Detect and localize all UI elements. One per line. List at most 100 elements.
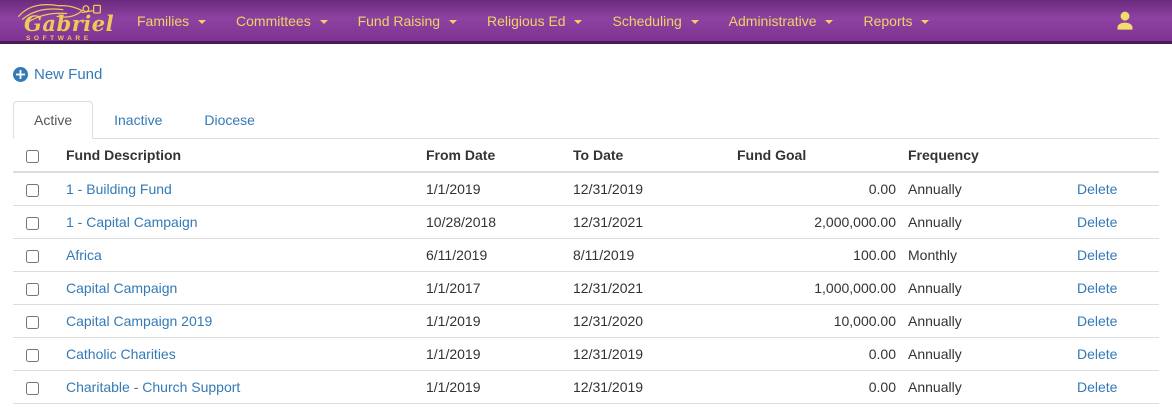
from-date-cell: 1/1/2019 xyxy=(418,304,565,338)
chevron-down-icon xyxy=(825,19,834,24)
to-date-cell: 12/31/2019 xyxy=(565,370,717,404)
fund-goal-cell: 10,000.00 xyxy=(717,304,902,338)
tab-label: Diocese xyxy=(204,112,255,128)
fund-goal-cell: 1,000,000.00 xyxy=(717,271,902,305)
plus-circle-icon xyxy=(13,67,28,82)
nav-menu-item[interactable]: Scheduling xyxy=(597,0,713,43)
row-checkbox[interactable] xyxy=(26,249,39,263)
fund-description-link[interactable]: Capital Campaign xyxy=(66,280,178,296)
nav-menu-item-label: Administrative xyxy=(728,12,817,29)
fund-description-link[interactable]: Charitable - Church Support xyxy=(66,379,241,395)
user-icon xyxy=(1117,11,1133,30)
table-row: Capital Campaign 2019 1/1/2019 12/31/202… xyxy=(13,304,1159,338)
to-date-cell: 12/31/2021 xyxy=(565,205,717,239)
header-frequency: Frequency xyxy=(902,139,1052,173)
nav-menu-item-label: Fund Raising xyxy=(357,12,441,29)
to-date-cell: 12/31/2019 xyxy=(565,172,717,206)
chevron-down-icon xyxy=(448,19,457,24)
row-checkbox[interactable] xyxy=(26,381,39,395)
from-date-cell: 1/1/2019 xyxy=(418,337,565,371)
fund-description-link[interactable]: Catholic Charities xyxy=(66,346,176,362)
frequency-cell: Annually xyxy=(902,370,1052,404)
row-checkbox[interactable] xyxy=(26,216,39,230)
fund-goal-cell: 0.00 xyxy=(717,370,902,404)
brand-subtitle: SOFTWARE xyxy=(26,35,92,42)
header-fund-goal: Fund Goal xyxy=(717,139,902,173)
row-checkbox-cell xyxy=(13,271,53,305)
new-fund-button[interactable]: New Fund xyxy=(13,66,102,83)
header-to-date: To Date xyxy=(565,139,717,173)
from-date-cell: 1/1/2019 xyxy=(418,172,565,206)
row-checkbox[interactable] xyxy=(26,183,39,197)
user-account-button[interactable] xyxy=(1112,0,1138,41)
fund-goal-cell: 0.00 xyxy=(717,337,902,371)
delete-link[interactable]: Delete xyxy=(1077,181,1118,197)
header-fund-description: Fund Description xyxy=(53,139,418,173)
fund-goal-cell: 2,000,000.00 xyxy=(717,205,902,239)
to-date-cell: 12/31/2021 xyxy=(565,271,717,305)
from-date-cell: 10/28/2018 xyxy=(418,205,565,239)
row-checkbox[interactable] xyxy=(26,348,39,362)
angel-icon xyxy=(17,3,101,23)
table-header-row: Fund Description From Date To Date Fund … xyxy=(13,139,1159,173)
table-row: Capital Campaign 1/1/2017 12/31/2021 1,0… xyxy=(13,271,1159,305)
tab[interactable]: Inactive xyxy=(93,101,183,139)
nav-menu-item[interactable]: Administrative xyxy=(714,0,849,43)
row-checkbox-cell xyxy=(13,304,53,338)
frequency-cell: Annually xyxy=(902,304,1052,338)
from-date-cell: 6/11/2019 xyxy=(418,238,565,272)
tab[interactable]: Active xyxy=(13,101,94,139)
fund-description-link[interactable]: 1 - Building Fund xyxy=(66,181,172,197)
nav-menu-item[interactable]: Religious Ed xyxy=(472,0,598,43)
tab[interactable]: Diocese xyxy=(183,101,276,139)
nav-menu-item-label: Committees xyxy=(236,12,311,29)
to-date-cell: 12/31/2019 xyxy=(565,337,717,371)
main-content: New Fund Active Inactive Diocese Fund De… xyxy=(0,44,1172,404)
delete-link[interactable]: Delete xyxy=(1077,346,1118,362)
frequency-cell: Annually xyxy=(902,205,1052,239)
nav-menu: Families Committees Fund Raising Religio… xyxy=(122,0,944,41)
chevron-down-icon xyxy=(198,19,207,24)
row-checkbox-cell xyxy=(13,337,53,371)
header-actions xyxy=(1052,139,1159,173)
header-from-date: From Date xyxy=(418,139,565,173)
frequency-cell: Monthly xyxy=(902,238,1052,272)
nav-menu-item[interactable]: Committees xyxy=(221,0,343,43)
delete-link[interactable]: Delete xyxy=(1077,214,1118,230)
chevron-down-icon xyxy=(921,19,930,24)
nav-menu-item-label: Religious Ed xyxy=(486,12,566,29)
tab-label: Active xyxy=(34,112,73,128)
delete-link[interactable]: Delete xyxy=(1077,379,1118,395)
chevron-down-icon xyxy=(574,19,583,24)
funds-table: Fund Description From Date To Date Fund … xyxy=(13,139,1159,404)
brand-logo[interactable]: Gabriel SOFTWARE xyxy=(0,0,116,42)
delete-link[interactable]: Delete xyxy=(1077,280,1118,296)
frequency-cell: Annually xyxy=(902,337,1052,371)
delete-link[interactable]: Delete xyxy=(1077,313,1118,329)
from-date-cell: 1/1/2019 xyxy=(418,370,565,404)
top-navbar: Gabriel SOFTWARE Families Committees Fun… xyxy=(0,0,1172,44)
row-checkbox-cell xyxy=(13,370,53,404)
new-fund-label: New Fund xyxy=(34,66,103,83)
row-checkbox[interactable] xyxy=(26,282,39,296)
nav-menu-item-label: Families xyxy=(137,12,190,29)
nav-menu-item-label: Reports xyxy=(863,12,913,29)
nav-menu-item[interactable]: Reports xyxy=(848,0,944,43)
fund-description-link[interactable]: Africa xyxy=(66,247,102,263)
delete-link[interactable]: Delete xyxy=(1077,247,1118,263)
chevron-down-icon xyxy=(319,19,328,24)
table-row: Africa 6/11/2019 8/11/2019 100.00 Monthl… xyxy=(13,238,1159,272)
to-date-cell: 8/11/2019 xyxy=(565,238,717,272)
to-date-cell: 12/31/2020 xyxy=(565,304,717,338)
frequency-cell: Annually xyxy=(902,172,1052,206)
nav-menu-item[interactable]: Fund Raising xyxy=(343,0,472,43)
select-all-cell xyxy=(13,139,53,173)
row-checkbox-cell xyxy=(13,172,53,206)
fund-description-link[interactable]: 1 - Capital Campaign xyxy=(66,214,198,230)
select-all-checkbox[interactable] xyxy=(26,149,39,163)
nav-menu-item-label: Scheduling xyxy=(612,12,682,29)
fund-goal-cell: 0.00 xyxy=(717,172,902,206)
row-checkbox[interactable] xyxy=(26,315,39,329)
nav-menu-item[interactable]: Families xyxy=(122,0,221,43)
fund-description-link[interactable]: Capital Campaign 2019 xyxy=(66,313,213,329)
